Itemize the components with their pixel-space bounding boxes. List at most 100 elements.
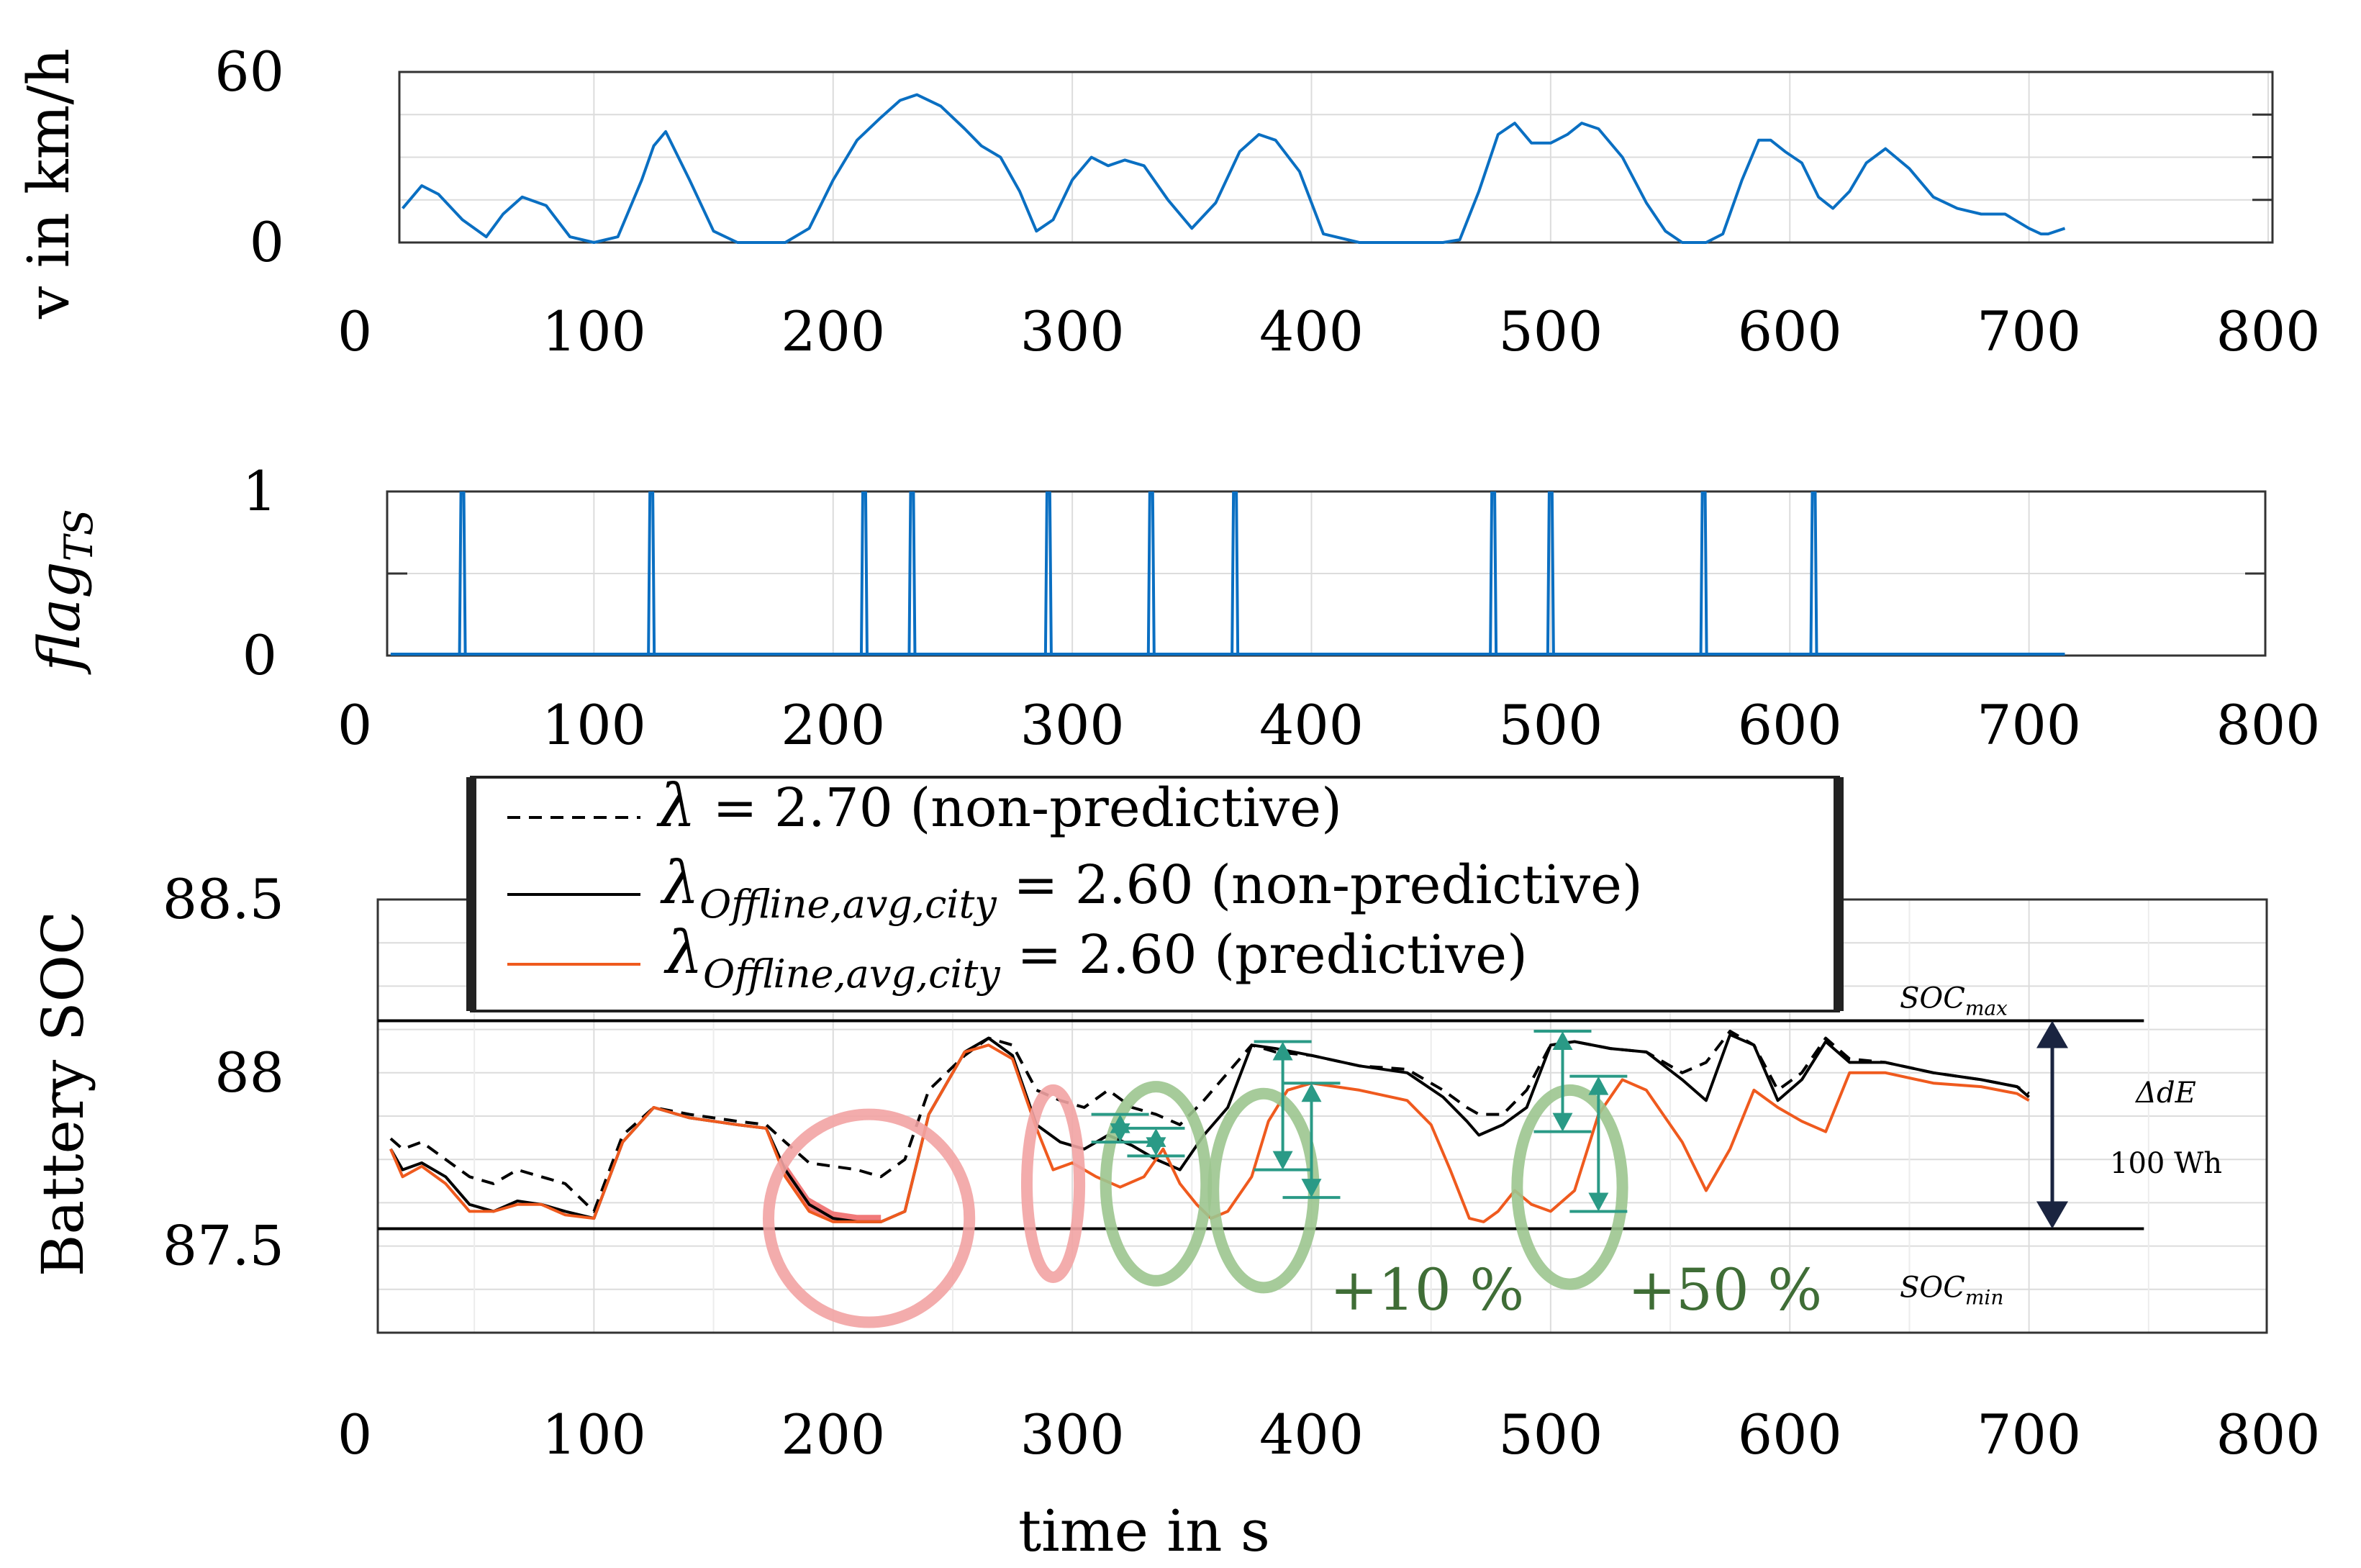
- green-highlight-ellipse: [1100, 1081, 1213, 1287]
- flag-xtick-label: 800: [2216, 693, 2320, 757]
- legend-text-2: λOffline,avg,city = 2.60 (non-predictive…: [660, 849, 1643, 927]
- speed-panel: 0 100 200 300 400 500 600 700 800 0 60 v in km/h: [15, 40, 2321, 363]
- soc-green-arrows: [1091, 1030, 1628, 1213]
- speed-xtick-label: 700: [1977, 299, 2081, 363]
- soc-fill-region: [785, 1163, 882, 1222]
- soc-max-label-sub: max: [1965, 997, 2008, 1020]
- delta-energy-head-up: [2036, 1020, 2068, 1048]
- green-highlight-ellipse: [1207, 1087, 1320, 1294]
- flag-ytick-label: 1: [243, 459, 277, 523]
- flag-series: [390, 491, 2065, 656]
- flag-ytick-label: 0: [243, 623, 277, 687]
- flag-ylabel: flagTS: [26, 509, 101, 674]
- soc-xtick-label: 700: [1977, 1402, 2081, 1467]
- legend-rest: = 2.70 (non-predictive): [696, 777, 1342, 839]
- speed-grid: [399, 72, 2272, 243]
- flag-xtick-label: 200: [781, 693, 885, 757]
- flag-pulse: [458, 491, 467, 655]
- legend-symbol: λ: [660, 849, 699, 917]
- flag-grid: [387, 491, 2265, 656]
- speed-xtick-label: 800: [2216, 299, 2320, 363]
- legend-box: [470, 776, 1840, 1012]
- soc-xlabel: time in s: [1018, 1497, 1270, 1564]
- green-arrow-head-up: [1272, 1041, 1293, 1061]
- delta-energy-value: 100 Wh: [2110, 1147, 2222, 1180]
- soc-xtick-label: 300: [1020, 1402, 1125, 1467]
- legend-rest: = 2.60 (non-predictive): [997, 854, 1643, 916]
- legend-rest: = 2.60 (predictive): [1000, 924, 1528, 986]
- legend-text-3: λOffline,avg,city = 2.60 (predictive): [663, 919, 1528, 997]
- flag-xtick-label: 100: [542, 693, 646, 757]
- soc-red-fill: [785, 1163, 882, 1222]
- red-highlight-ellipse: [1020, 1084, 1086, 1283]
- speed-xtick-label: 400: [1259, 299, 1364, 363]
- soc-ytick-label: 88.5: [163, 867, 284, 931]
- soc-legend: λ = 2.70 (non-predictive)λOffline,avg,ci…: [466, 772, 1844, 1012]
- soc-xtick-label: 600: [1738, 1402, 1842, 1467]
- flag-panel: 0 100 200 300 400 500 600 700 800 0 1 flagTS: [26, 459, 2321, 757]
- delta-energy-arrow: [2036, 1020, 2068, 1229]
- flag-xtick-label: 400: [1259, 693, 1364, 757]
- green-arrow-head-down: [1588, 1192, 1609, 1212]
- green-arrow-head-up: [1301, 1083, 1322, 1102]
- flag-ticks: 0 100 200 300 400 500 600 700 800 0 1: [243, 459, 2321, 757]
- flag-pulse: [1043, 491, 1053, 655]
- soc-min-label-main: SOC: [1900, 1272, 1965, 1305]
- flag-pulse: [1231, 491, 1240, 655]
- speed-ytick-label: 0: [250, 210, 284, 274]
- flag-ylabel-sub: TS: [56, 509, 101, 561]
- red-highlight-ellipse: [763, 1108, 976, 1328]
- soc-series: [389, 1030, 2030, 1223]
- legend-symbol: λ: [656, 772, 696, 840]
- green-arrow-head-up: [1588, 1076, 1609, 1095]
- speed-series-line: [401, 93, 2066, 244]
- legend-subscript: Offline,avg,city: [699, 882, 997, 927]
- green-arrow-head-down: [1552, 1112, 1573, 1132]
- soc-min-label-sub: min: [1965, 1286, 2004, 1310]
- soc-xtick-label: 500: [1498, 1402, 1603, 1467]
- flag-pulse: [1546, 491, 1555, 655]
- green-arrow-head-down: [1146, 1137, 1166, 1156]
- soc-xtick-label: 100: [542, 1402, 646, 1467]
- speed-xtick-label: 500: [1498, 299, 1603, 363]
- soc-ytick-label: 88: [214, 1041, 284, 1105]
- legend-text-1: λ = 2.70 (non-predictive): [656, 772, 1342, 840]
- flag-pulse: [1146, 491, 1156, 655]
- soc-reference-lines: [378, 1019, 2144, 1231]
- speed-xtick-label: 200: [781, 299, 885, 363]
- soc-series-3: [389, 1043, 2030, 1223]
- soc-ytick-label: 87.5: [163, 1214, 284, 1278]
- legend-symbol: λ: [663, 919, 703, 987]
- soc-series-1: [389, 1030, 2030, 1213]
- green-arrow-head-up: [1552, 1031, 1573, 1051]
- soc-ylabel: Battery SOC: [30, 911, 96, 1277]
- speed-xtick-label: 600: [1738, 299, 1842, 363]
- speed-series: [401, 93, 2066, 244]
- gain-label-50: +50 %: [1628, 1256, 1822, 1323]
- soc-max-label: SOCmax: [1900, 982, 2008, 1020]
- flag-pulse: [1699, 491, 1708, 655]
- flag-pulse: [1809, 491, 1818, 655]
- gain-label-10: +10 %: [1330, 1256, 1524, 1323]
- speed-xtick-label: 300: [1020, 299, 1125, 363]
- speed-ticks: 0 100 200 300 400 500 600 700 800 0 60: [214, 40, 2320, 363]
- speed-xtick-label: 0: [337, 299, 372, 363]
- soc-xtick-label: 800: [2216, 1402, 2320, 1467]
- soc-xtick-label: 400: [1259, 1402, 1364, 1467]
- green-arrow-head-down: [1110, 1123, 1130, 1143]
- soc-xtick-label: 0: [337, 1402, 372, 1467]
- delta-energy-head-down: [2036, 1201, 2068, 1229]
- speed-ylabel: v in km/h: [15, 48, 82, 320]
- soc-max-label-main: SOC: [1900, 982, 1965, 1015]
- soc-min-label: SOCmin: [1900, 1272, 2003, 1310]
- flag-ylabel-main: flag: [26, 561, 93, 674]
- flag-xtick-label: 500: [1498, 693, 1603, 757]
- flag-xtick-label: 600: [1738, 693, 1842, 757]
- green-arrow-head-down: [1272, 1151, 1293, 1170]
- speed-xtick-label: 100: [542, 299, 646, 363]
- flag-pulse: [647, 491, 656, 655]
- flag-pulse: [859, 491, 869, 655]
- delta-energy-label: ΔdE: [2134, 1077, 2196, 1110]
